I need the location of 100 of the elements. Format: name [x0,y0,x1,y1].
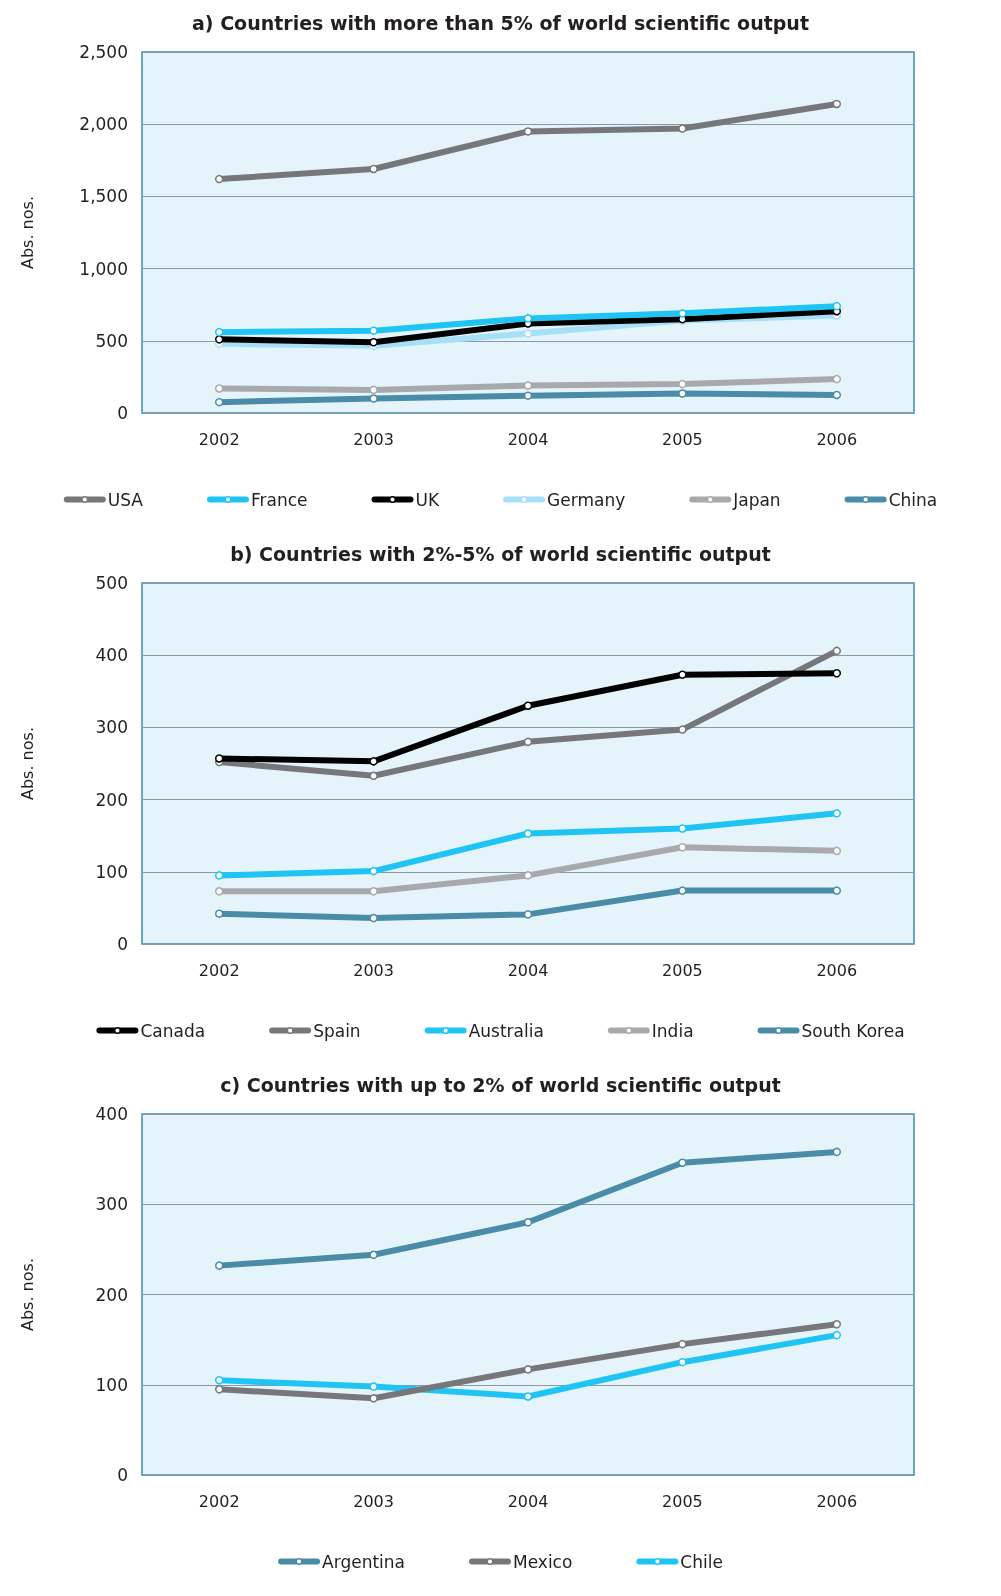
point [678,824,687,833]
y-tick-label: 2,000 [79,114,128,135]
point [678,309,687,318]
point [214,384,224,393]
point [832,1320,842,1329]
point [214,1261,224,1270]
legend-label: USA [107,489,144,510]
legend-label: Australia [468,1020,544,1041]
x-tick-label: 2004 [507,429,549,449]
x-tick-label: 2002 [198,429,240,449]
point [832,1330,842,1340]
point [369,757,378,766]
x-tick-label: 2004 [507,960,549,980]
x-tick-label: 2006 [816,429,858,449]
point [523,910,533,919]
point [369,164,378,174]
point [678,843,687,852]
point [523,127,533,136]
y-tick-label: 500 [95,573,128,593]
legend-label: Canada [140,1020,206,1041]
point [369,394,378,403]
point [678,1357,687,1367]
legend-label: Spain [313,1020,361,1041]
point [678,389,687,398]
point [678,124,687,133]
x-tick-label: 2003 [353,960,394,980]
legend-label: Argentina [322,1551,406,1572]
point [369,771,378,781]
legend-label: Chile [680,1551,723,1572]
point [832,809,842,818]
legend-label: India [651,1020,694,1041]
y-tick-label: 1,500 [79,186,128,207]
legend-label: China [888,489,938,510]
point [214,327,224,337]
point [832,846,842,856]
point [678,1158,687,1167]
x-tick-label: 2003 [353,429,394,449]
point [214,1385,224,1394]
chart-title: a) Countries with more than 5% of world scientific output [192,11,809,34]
point [678,886,687,895]
legend-label: Mexico [513,1551,573,1572]
point [832,301,842,311]
y-axis-title: Abs. nos. [17,727,37,800]
x-tick-label: 2005 [662,429,703,449]
legend-label: Germany [547,489,626,510]
y-tick-label: 300 [95,717,128,738]
point [369,1382,378,1391]
legend-label: France [250,489,308,510]
point [832,646,842,656]
point [214,887,224,896]
point [369,866,378,876]
x-tick-label: 2006 [816,1491,858,1511]
point [369,326,378,335]
y-axis-title: Abs. nos. [17,1258,37,1331]
point [214,397,224,407]
y-tick-label: 300 [95,1194,128,1215]
y-tick-label: 0 [117,403,128,423]
point [214,1375,224,1385]
legend-label: UK [415,489,440,510]
point [523,1392,533,1401]
y-tick-label: 0 [117,934,128,954]
point [523,314,533,323]
point [523,391,533,400]
chart-title: c) Countries with up to 2% of world scientific output [220,1073,781,1096]
point [523,737,533,747]
point [369,887,378,896]
point [214,335,224,344]
x-tick-label: 2004 [507,1491,549,1511]
point [678,1339,687,1349]
point [369,1250,378,1260]
point [832,1147,842,1157]
point [678,670,687,679]
y-tick-label: 200 [95,789,128,810]
point [369,913,378,923]
y-tick-label: 2,500 [79,42,128,62]
point [523,1218,533,1227]
y-tick-label: 200 [95,1284,128,1305]
point [214,754,224,763]
x-tick-label: 2005 [662,960,703,980]
legend-label: South Korea [801,1020,905,1041]
y-axis-title: Abs. nos. [17,196,37,269]
point [214,909,224,918]
point [832,886,842,895]
point [369,1394,378,1403]
y-tick-label: 100 [95,1374,128,1395]
y-tick-label: 1,000 [79,258,128,279]
y-tick-label: 500 [95,330,128,351]
y-tick-label: 400 [95,645,128,666]
y-tick-label: 400 [95,1104,128,1124]
point [369,338,378,347]
y-tick-label: 0 [117,1465,128,1485]
point [523,829,533,838]
point [678,725,687,734]
x-tick-label: 2005 [662,1491,703,1511]
point [214,174,224,184]
point [214,871,224,880]
point [832,669,842,678]
chart-title: b) Countries with 2%-5% of world scientific output [230,542,771,565]
x-tick-label: 2003 [353,1491,394,1511]
x-tick-label: 2006 [816,960,858,980]
